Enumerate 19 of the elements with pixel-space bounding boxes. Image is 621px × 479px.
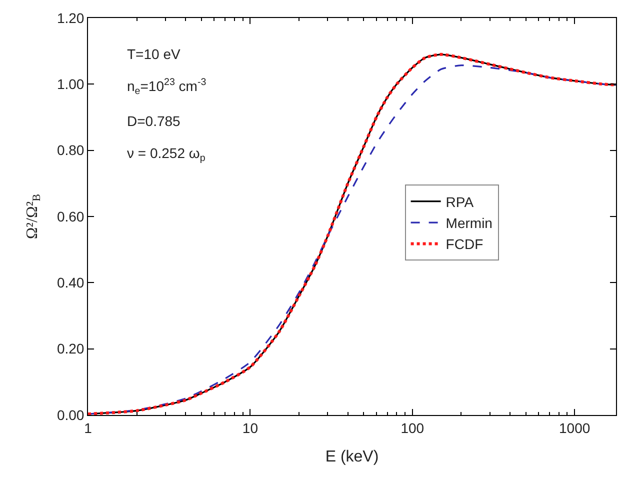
x-tick-label: 100 <box>400 420 424 436</box>
annotation: D=0.785 <box>127 113 181 129</box>
x-axis-title: E (keV) <box>325 448 379 466</box>
y-tick-label: 0.80 <box>56 142 84 158</box>
legend-label: Mermin <box>446 215 492 231</box>
legend-label: FCDF <box>446 236 484 252</box>
y-tick-label: 0.00 <box>56 406 84 423</box>
annotation: ν = 0.252 ω$_{p}$ <box>127 145 206 164</box>
y-tick-label: 0.20 <box>56 340 84 357</box>
legend-label: RPA <box>446 194 474 210</box>
y-tick-label: 0.40 <box>56 274 84 291</box>
y-tick-label: 0.60 <box>56 208 84 224</box>
x-tick-label: 10 <box>242 420 258 436</box>
annotation: T=10 eV <box>127 46 181 62</box>
x-tick-label: 1000 <box>559 420 590 436</box>
y-tick-label: 1.00 <box>56 76 84 92</box>
y-tick-label: 1.20 <box>56 10 84 26</box>
annotation: n$_{e}$=10$^{23}$ cm$^{-3}$ <box>127 77 207 97</box>
x-tick-label: 1 <box>84 420 92 436</box>
